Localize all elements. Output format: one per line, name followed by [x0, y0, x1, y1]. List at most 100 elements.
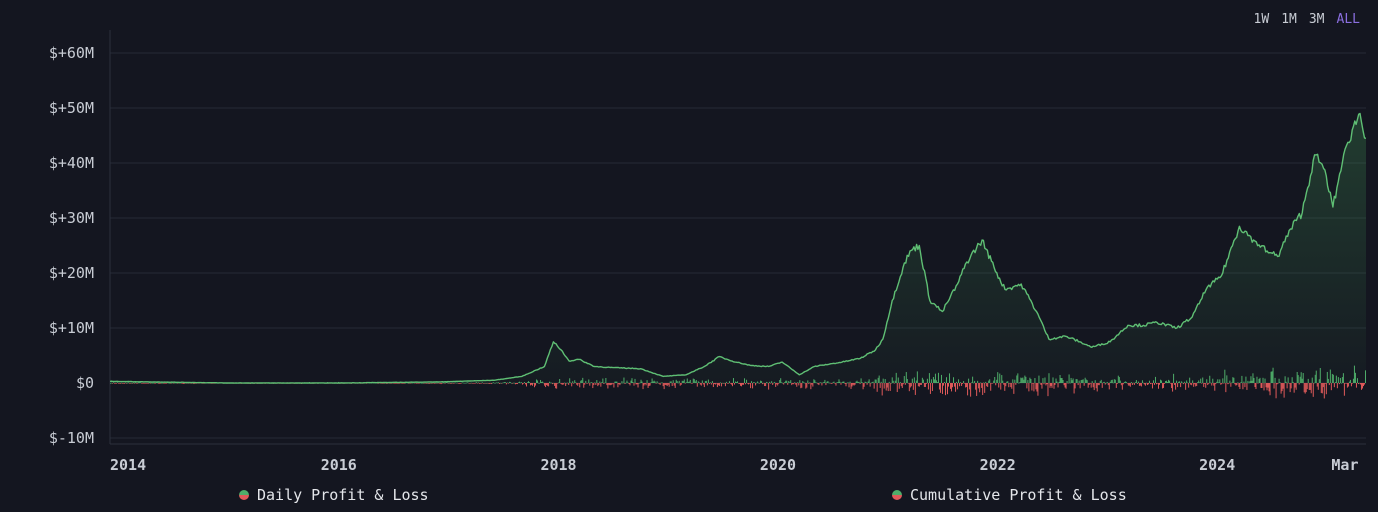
daily-pnl-bar — [416, 383, 418, 384]
daily-pnl-bar — [490, 383, 492, 385]
daily-pnl-bar — [391, 383, 393, 384]
daily-pnl-bar — [959, 383, 961, 387]
daily-pnl-bar — [964, 383, 966, 384]
daily-pnl-bar — [970, 383, 972, 397]
daily-pnl-bar — [917, 383, 919, 387]
daily-pnl-bar — [673, 383, 675, 386]
daily-pnl-bar — [484, 382, 486, 384]
daily-pnl-bar — [1360, 383, 1362, 390]
daily-pnl-bar — [480, 383, 482, 384]
legend-item-cumulative[interactable]: Cumulative Profit & Loss — [892, 486, 1127, 504]
daily-pnl-bar — [1112, 382, 1114, 384]
daily-pnl-bar — [190, 383, 192, 384]
daily-pnl-bar — [422, 382, 424, 384]
daily-pnl-bar — [1227, 383, 1229, 385]
daily-pnl-bar — [1035, 383, 1037, 390]
daily-pnl-bar — [573, 383, 575, 384]
daily-pnl-bar — [505, 383, 507, 385]
daily-pnl-bar — [739, 383, 740, 384]
daily-pnl-bar — [955, 383, 957, 392]
daily-pnl-bar — [1211, 383, 1213, 386]
daily-pnl-bar — [938, 383, 940, 390]
daily-pnl-bar — [160, 383, 162, 384]
daily-pnl-bar — [628, 383, 630, 384]
daily-pnl-bar — [1083, 383, 1085, 386]
daily-pnl-bar — [773, 382, 775, 384]
daily-pnl-bar — [1151, 383, 1153, 389]
daily-pnl-bar — [510, 382, 512, 384]
daily-pnl-bar — [1105, 382, 1107, 384]
range-tab-1m[interactable]: 1M — [1281, 12, 1297, 27]
daily-pnl-bar — [643, 383, 645, 386]
daily-pnl-bar — [1269, 383, 1271, 396]
daily-pnl-bar — [464, 382, 466, 384]
daily-pnl-bar — [166, 383, 168, 384]
daily-pnl-bar — [1146, 383, 1148, 386]
daily-pnl-bar — [738, 383, 739, 384]
daily-pnl-bar — [776, 383, 778, 385]
daily-pnl-bar — [155, 383, 157, 384]
daily-pnl-bar — [1196, 383, 1198, 386]
daily-pnl-bar — [193, 383, 195, 385]
legend-item-daily[interactable]: Daily Profit & Loss — [239, 486, 429, 504]
daily-pnl-bar — [726, 383, 728, 384]
daily-pnl-bar — [777, 383, 779, 386]
daily-pnl-bar — [478, 383, 480, 384]
daily-pnl-bar — [431, 383, 433, 384]
daily-pnl-bar — [759, 383, 761, 384]
daily-pnl-bar — [1321, 383, 1323, 394]
daily-pnl-bar — [834, 383, 836, 384]
daily-pnl-bar — [1120, 383, 1122, 386]
daily-pnl-bar — [1235, 383, 1237, 386]
daily-pnl-bar — [1057, 383, 1059, 388]
daily-pnl-bar — [393, 383, 395, 384]
daily-pnl-bar — [944, 383, 946, 396]
daily-pnl-bar — [1009, 383, 1011, 384]
daily-pnl-bar — [1171, 383, 1173, 389]
daily-pnl-bar — [170, 383, 172, 384]
daily-pnl-bar — [1175, 383, 1177, 390]
daily-pnl-bar — [731, 383, 733, 387]
daily-pnl-bar — [715, 383, 717, 384]
range-tab-all[interactable]: ALL — [1336, 12, 1360, 27]
daily-pnl-bar — [763, 382, 765, 384]
daily-pnl-bar — [952, 383, 954, 388]
daily-pnl-bar — [665, 383, 667, 386]
daily-pnl-bar — [649, 383, 651, 386]
daily-pnl-bar — [430, 382, 432, 384]
daily-pnl-bar — [690, 383, 692, 384]
daily-pnl-bar — [1283, 383, 1285, 398]
daily-pnl-bar — [792, 383, 794, 385]
daily-pnl-bar — [607, 383, 609, 389]
legend-dot-cumulative-icon — [892, 490, 902, 500]
daily-pnl-bar — [1033, 383, 1035, 392]
daily-pnl-bar — [1011, 383, 1013, 389]
daily-pnl-bar — [547, 383, 549, 386]
daily-pnl-bar — [129, 383, 131, 384]
daily-pnl-bar — [1221, 383, 1223, 385]
daily-pnl-bar — [806, 383, 808, 388]
daily-pnl-bar — [132, 383, 134, 384]
y-tick-label: $+40M — [49, 154, 94, 172]
daily-pnl-bar — [710, 383, 712, 385]
daily-pnl-bar — [1077, 383, 1079, 386]
daily-pnl-bar — [608, 383, 610, 385]
daily-pnl-bar — [612, 383, 614, 384]
daily-pnl-bar — [1282, 383, 1284, 389]
daily-pnl-bar — [748, 383, 750, 385]
range-tab-3m[interactable]: 3M — [1308, 12, 1325, 27]
daily-pnl-bar — [879, 383, 881, 388]
range-tab-1w[interactable]: 1W — [1253, 12, 1270, 27]
x-tick-label: 2022 — [980, 456, 1016, 474]
daily-pnl-bar — [1031, 383, 1033, 391]
daily-pnl-bar — [655, 383, 657, 384]
daily-pnl-bar — [662, 383, 664, 387]
daily-pnl-bar — [910, 383, 912, 387]
daily-pnl-bar — [772, 383, 774, 385]
daily-pnl-bar — [920, 383, 922, 385]
daily-pnl-bar — [1073, 383, 1075, 394]
daily-pnl-bar — [141, 383, 143, 384]
daily-pnl-bar — [618, 383, 620, 385]
daily-pnl-bar — [775, 383, 777, 387]
